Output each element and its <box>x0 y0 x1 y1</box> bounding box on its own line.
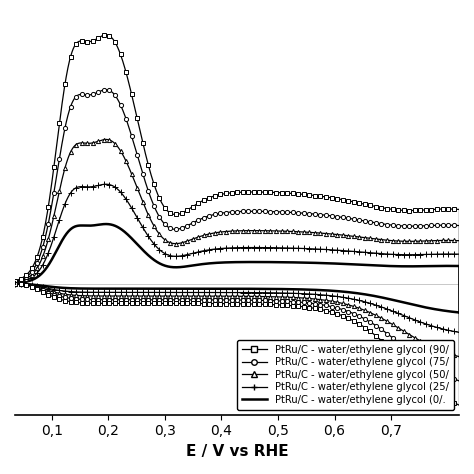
Legend: PtRu/C - water/ethylene glycol (90/, PtRu/C - water/ethylene glycol (75/, PtRu/C: PtRu/C - water/ethylene glycol (90/, PtR… <box>237 340 454 410</box>
X-axis label: E / V vs RHE: E / V vs RHE <box>186 444 288 459</box>
